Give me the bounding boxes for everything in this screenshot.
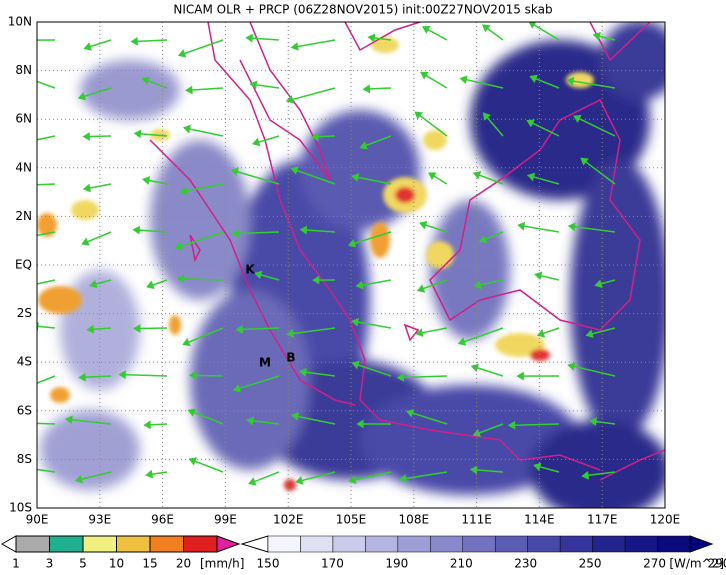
lat-label: 6N [15, 112, 32, 126]
colorbar-swatch [300, 536, 332, 552]
olr-colorbar: 150170190210230250270290[W/m^2] [242, 536, 726, 571]
lon-label: 117E [587, 513, 618, 527]
colorbar-end [2, 536, 16, 552]
wind-arrow-head [5, 419, 10, 425]
colorbar-swatch [495, 536, 527, 552]
colorbar-label: 10 [109, 557, 124, 571]
colorbar-label: 150 [257, 557, 280, 571]
colorbar-swatch [593, 536, 625, 552]
colorbar-label: 15 [142, 557, 157, 571]
lon-labels: 90E 93E 96E 99E 102E 105E 108E 111E 114E 117E 120E [26, 513, 681, 527]
wind-arrow-head [22, 182, 27, 188]
lat-label: 8N [15, 63, 32, 77]
wind-arrow-head [7, 237, 13, 243]
wind-arrow-head [20, 385, 26, 391]
colorbar-swatch [50, 536, 84, 552]
place-label: M [259, 356, 271, 370]
colorbar-end [690, 536, 712, 552]
colorbar-swatch [16, 536, 50, 552]
colorbar-label: 250 [579, 557, 602, 571]
map-title: NICAM OLR + PRCP (06Z28NOV2015) init:00Z… [173, 3, 552, 17]
colorbar-label: 170 [321, 557, 344, 571]
lon-label: 108E [399, 513, 430, 527]
colorbar-unit: [mm/h] [200, 557, 244, 571]
colorbar-label: 230 [514, 557, 537, 571]
lat-label: 4S [17, 355, 32, 369]
colorbar-swatch [398, 536, 430, 552]
colorbar-swatch [184, 536, 218, 552]
lon-label: 120E [650, 513, 681, 527]
lat-label: 10N [8, 15, 32, 29]
colorbar-label: 5 [79, 557, 87, 571]
colorbar-label: 270 [643, 557, 666, 571]
wind-arrow-head [9, 70, 15, 76]
place-label: K [245, 263, 255, 277]
colorbar-swatch [365, 536, 397, 552]
colorbar-end [217, 536, 239, 552]
lon-label: 114E [524, 513, 555, 527]
lon-label: 93E [88, 513, 111, 527]
colorbar-swatch [560, 536, 592, 552]
wind-arrow-head [18, 37, 23, 43]
colorbar-end [242, 536, 268, 552]
lon-label: 99E [214, 513, 237, 527]
lat-label: EQ [15, 258, 32, 272]
colorbar-swatch [83, 536, 117, 552]
lat-label: 2S [17, 306, 32, 320]
colorbar-swatch [150, 536, 184, 552]
lat-label: 4N [15, 160, 32, 174]
colorbar-swatch [528, 536, 560, 552]
colorbar-unit: [W/m^2] [669, 557, 724, 571]
lat-label: 2N [15, 209, 32, 223]
lon-label: 102E [273, 513, 304, 527]
colorbar-swatch [333, 536, 365, 552]
place-label: B [286, 351, 295, 365]
precip-colorbar: 1 3 5 10 15 20 [mm/h] [2, 536, 244, 571]
colorbar-label: 190 [385, 557, 408, 571]
plot-area [5, 20, 680, 520]
colorbar-swatch [625, 536, 657, 552]
colorbar-swatch [430, 536, 462, 552]
lat-label: 8S [17, 452, 32, 466]
lon-label: 105E [336, 513, 367, 527]
colorbar-label: 1 [12, 557, 20, 571]
wind-arrow-head [9, 142, 15, 148]
colorbar-swatch [463, 536, 495, 552]
colorbar-swatch [268, 536, 300, 552]
colorbar-label: 210 [450, 557, 473, 571]
colorbar-swatch [658, 536, 690, 552]
lon-label: 90E [26, 513, 49, 527]
lon-label: 96E [151, 513, 174, 527]
wind-arrow-head [30, 466, 36, 472]
colorbar-label: 20 [176, 557, 191, 571]
colorbar-label: 3 [46, 557, 54, 571]
lat-label: 6S [17, 403, 32, 417]
wind-arrow-head [11, 286, 17, 292]
lon-label: 111E [461, 513, 492, 527]
colorbar-swatch [117, 536, 151, 552]
